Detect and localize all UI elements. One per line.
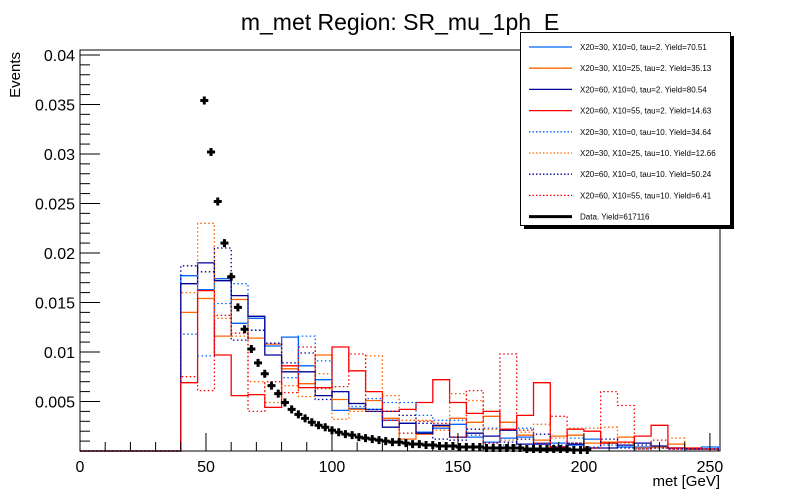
data-point: [267, 381, 276, 390]
data-point: [287, 405, 296, 414]
data-point: [200, 96, 209, 105]
data-points: [200, 96, 592, 455]
data-point: [576, 446, 585, 455]
data-point: [368, 435, 377, 444]
data-point: [435, 442, 444, 451]
data-point: [475, 443, 484, 452]
y-tick-label: 0.03: [44, 147, 75, 164]
axes: 0 50 100 150 200 250 0.005 0.01 0.015 0.02 0.025 0.…: [35, 48, 723, 476]
data-point: [213, 197, 222, 206]
y-tick-label: 0.035: [35, 97, 75, 114]
x-tick-label: 50: [197, 459, 215, 476]
x-axis-label: met [GeV]: [652, 473, 720, 490]
legend: X20=30, X10=0, tau=2. Yield=70.51 X20=30,…: [520, 32, 734, 229]
data-point: [542, 445, 551, 454]
data-point: [341, 430, 350, 439]
data-point: [448, 442, 457, 451]
x-tick-label: 250: [697, 459, 724, 476]
data-point: [569, 446, 578, 455]
data-point: [307, 418, 316, 427]
data-point: [301, 414, 310, 423]
y-tick-label: 0.015: [35, 295, 75, 312]
data-point: [274, 389, 283, 398]
y-axis-label: Events: [7, 52, 24, 98]
data-point: [233, 303, 242, 312]
y-tick-label: 0.025: [35, 196, 75, 213]
data-point: [401, 439, 410, 448]
data-point: [375, 436, 384, 445]
legend-entry-label: X20=30, X10=0, tau=10. Yield=34.64: [580, 128, 712, 137]
legend-entry-label: Data. Yield=617116: [580, 213, 650, 222]
chart-title: m_met Region: SR_mu_1ph_E: [241, 9, 559, 35]
data-point: [583, 446, 592, 455]
data-point: [280, 398, 289, 407]
histogram-series: [80, 222, 719, 452]
data-point: [334, 428, 343, 437]
data-point: [422, 441, 431, 450]
y-tick-label: 0.01: [44, 345, 75, 362]
data-point: [260, 369, 269, 378]
data-point: [395, 438, 404, 447]
legend-entry-label: X20=30, X10=25, tau=10. Yield=12.66: [580, 149, 716, 158]
plot-frame: [79, 49, 721, 452]
data-point: [522, 445, 531, 454]
legend-box: [520, 32, 731, 226]
data-point: [247, 345, 256, 354]
data-point: [207, 147, 216, 156]
data-point: [536, 445, 545, 454]
data-point: [348, 431, 357, 440]
legend-entry-label: X20=30, X10=0, tau=2. Yield=70.51: [580, 43, 707, 52]
data-point: [254, 358, 263, 367]
data-point: [381, 437, 390, 446]
histogram-series-3: [80, 262, 719, 452]
y-tick-label: 0.005: [35, 394, 75, 411]
data-point: [415, 440, 424, 449]
legend-entry-label: X20=30, X10=25, tau=2. Yield=35.13: [580, 64, 712, 73]
data-point: [442, 442, 451, 451]
histogram-series-7: [80, 247, 719, 452]
histogram-series-6: [80, 222, 719, 452]
data-point: [556, 445, 565, 454]
data-point: [563, 445, 572, 454]
data-point: [388, 438, 397, 447]
data-point: [354, 433, 363, 442]
data-point: [327, 426, 336, 435]
y-tick-label: 0.04: [44, 48, 75, 65]
legend-entry-label: X20=60, X10=0, tau=2. Yield=80.54: [580, 85, 707, 94]
x-tick-label: 150: [445, 459, 472, 476]
histogram-series-4: [80, 289, 719, 452]
data-point: [220, 239, 229, 248]
data-point: [321, 423, 330, 432]
data-point: [361, 434, 370, 443]
x-tick-label: 100: [319, 459, 346, 476]
data-point: [227, 272, 236, 281]
legend-entry-label: X20=60, X10=55, tau=10. Yield=6.41: [580, 191, 712, 200]
y-tick-label: 0.02: [44, 246, 75, 263]
histogram-series-2: [80, 297, 719, 452]
data-point: [294, 410, 303, 419]
data-point: [408, 440, 417, 449]
legend-entry-label: X20=60, X10=55, tau=2. Yield=14.63: [580, 107, 712, 116]
data-point: [455, 443, 464, 452]
x-tick-label: 200: [571, 459, 598, 476]
x-tick-label: 0: [76, 459, 85, 476]
data-point: [462, 443, 471, 452]
data-point: [549, 445, 558, 454]
legend-entry-label: X20=60, X10=0, tau=10. Yield=50.24: [580, 170, 712, 179]
data-point: [240, 325, 249, 334]
data-point: [314, 421, 323, 430]
data-point: [469, 443, 478, 452]
histogram-series-5: [80, 283, 719, 452]
